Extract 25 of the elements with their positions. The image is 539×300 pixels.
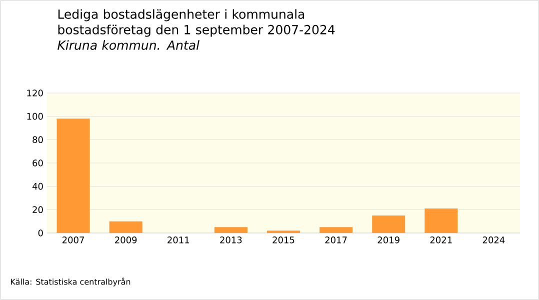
y-tick-label: 20	[32, 206, 43, 214]
bar	[424, 208, 458, 233]
x-tick-label: 2007	[62, 236, 84, 244]
x-tick-label: 2011	[168, 236, 190, 244]
y-tick-label: 40	[32, 182, 43, 190]
text: Källa: Statistiska centralbyrån	[10, 278, 130, 286]
x-tick-label: 2024	[482, 236, 505, 244]
y-tick-label: 0	[38, 230, 43, 236]
y-tick-label: 100	[27, 112, 43, 120]
chart-title: Lediga bostadslägenheter i kommunala bostadsföretag den 1 september 2007-2024	[58, 9, 335, 37]
y-tick-label: 80	[32, 136, 43, 144]
x-tick-label: 2015	[272, 236, 294, 244]
bar	[56, 118, 90, 233]
y-tick-label: 60	[32, 160, 43, 166]
bar	[214, 227, 248, 233]
y-tick-label: 120	[27, 90, 43, 96]
x-tick-label: 2019	[378, 236, 400, 244]
bar	[320, 227, 353, 233]
chart-subtitle: Kiruna kommun. Antal	[58, 40, 200, 50]
x-tick-label: 2009	[115, 236, 137, 244]
x-tick-label: 2021	[430, 236, 452, 244]
x-tick-label: 2013	[220, 236, 242, 244]
bar	[109, 221, 142, 233]
bar	[372, 215, 406, 233]
x-tick-label: 2017	[325, 236, 347, 244]
